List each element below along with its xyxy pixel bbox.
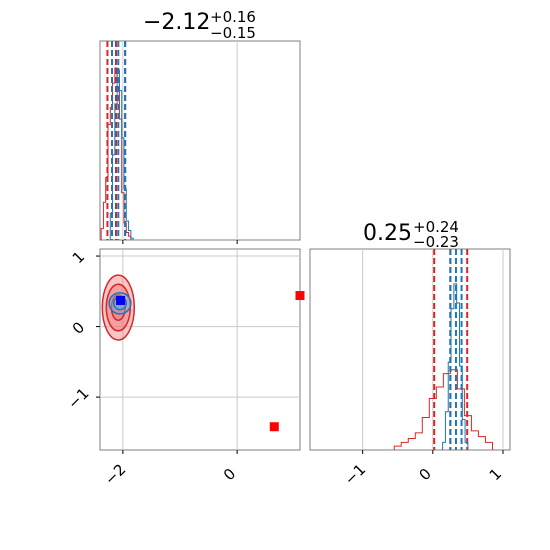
marker-square (269, 422, 279, 432)
histogram-series (442, 283, 469, 450)
panel-title: 0.25 (363, 221, 412, 246)
marker-square (116, 295, 126, 305)
tick-label: −2 (101, 460, 129, 488)
marker-square (295, 291, 305, 301)
histogram-series (100, 67, 132, 240)
tick-label: 0 (220, 465, 239, 484)
axes-frame (309, 248, 511, 451)
tick-label: 1 (486, 465, 505, 484)
axes-frame (99, 248, 301, 451)
tick-label: 1 (69, 248, 88, 267)
panel-bottom-right: 0.25 +0.24 −0.23 (309, 218, 511, 451)
tick-label: −1 (64, 384, 92, 412)
histogram-series (393, 369, 493, 450)
tick-label: −1 (341, 460, 369, 488)
histogram-series (109, 69, 134, 240)
panel-top-left: −2.12 +0.16 −0.15 (99, 8, 301, 241)
tick-label: 0 (69, 318, 88, 337)
title-minus-error: −0.23 (413, 233, 459, 251)
tick-label: 0 (416, 465, 435, 484)
title-plus-error: +0.24 (413, 218, 459, 236)
panel-bottom-left (99, 248, 305, 451)
title-minus-error: −0.15 (210, 24, 256, 42)
axes-frame (99, 40, 301, 241)
panel-title: −2.12 (143, 10, 210, 35)
title-plus-error: +0.16 (210, 8, 256, 26)
